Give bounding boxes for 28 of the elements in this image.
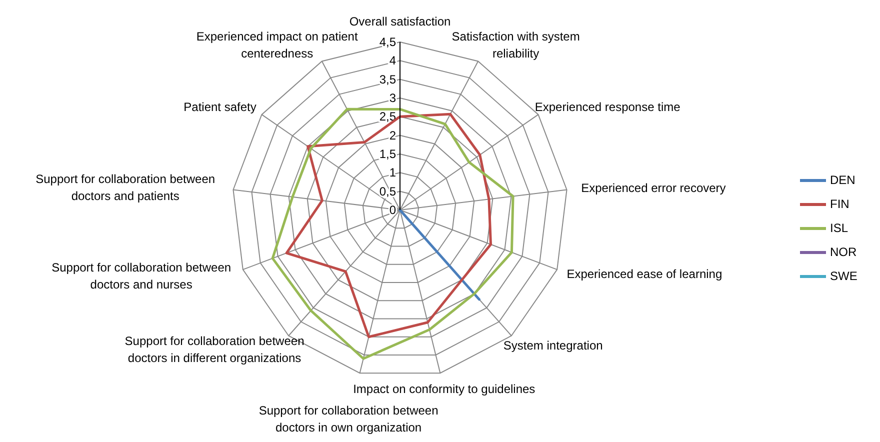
y-tick-label: 2 xyxy=(389,128,396,142)
legend-label: NOR xyxy=(830,245,857,259)
spoke-label: Support for collaboration between doctors and nurses xyxy=(52,260,232,292)
y-tick-label: 1,5 xyxy=(379,147,396,161)
spoke-label: Overall satisfaction xyxy=(349,14,451,28)
y-tick-label: 2,5 xyxy=(379,110,396,124)
spoke-label: Satisfaction with system reliability xyxy=(452,30,580,61)
spoke-label: Support for collaboration between doctors in own organization xyxy=(258,403,438,434)
spoke-label: Experienced error recovery xyxy=(581,181,726,196)
y-tick-label: 1 xyxy=(389,166,396,180)
spoke-label: Impact on conformity to guidelines xyxy=(353,382,536,396)
y-tick-label: 0,5 xyxy=(379,184,396,198)
legend-label: ISL xyxy=(830,221,848,235)
spoke-label: Support for collaboration between doctors in different organizations xyxy=(124,334,304,365)
spoke-label: Experienced impact on patient centeredness xyxy=(196,30,358,61)
y-tick-label: 4,5 xyxy=(379,35,396,49)
legend-label: DEN xyxy=(830,173,856,187)
legend-label: SWE xyxy=(830,269,858,283)
spoke-label: Experienced ease of learning xyxy=(566,267,722,282)
spoke-label: Patient safety xyxy=(184,100,256,114)
spoke-label: System integration xyxy=(503,338,603,353)
y-tick-label: 4 xyxy=(389,54,396,68)
y-tick-label: 0 xyxy=(389,203,396,217)
legend-label: FIN xyxy=(830,197,850,211)
spoke-label: Experienced response time xyxy=(534,100,681,114)
y-tick-label: 3 xyxy=(389,91,396,105)
spoke-label: Support for collaboration between doctors and patients xyxy=(36,172,216,204)
y-tick-label: 3,5 xyxy=(379,72,396,86)
